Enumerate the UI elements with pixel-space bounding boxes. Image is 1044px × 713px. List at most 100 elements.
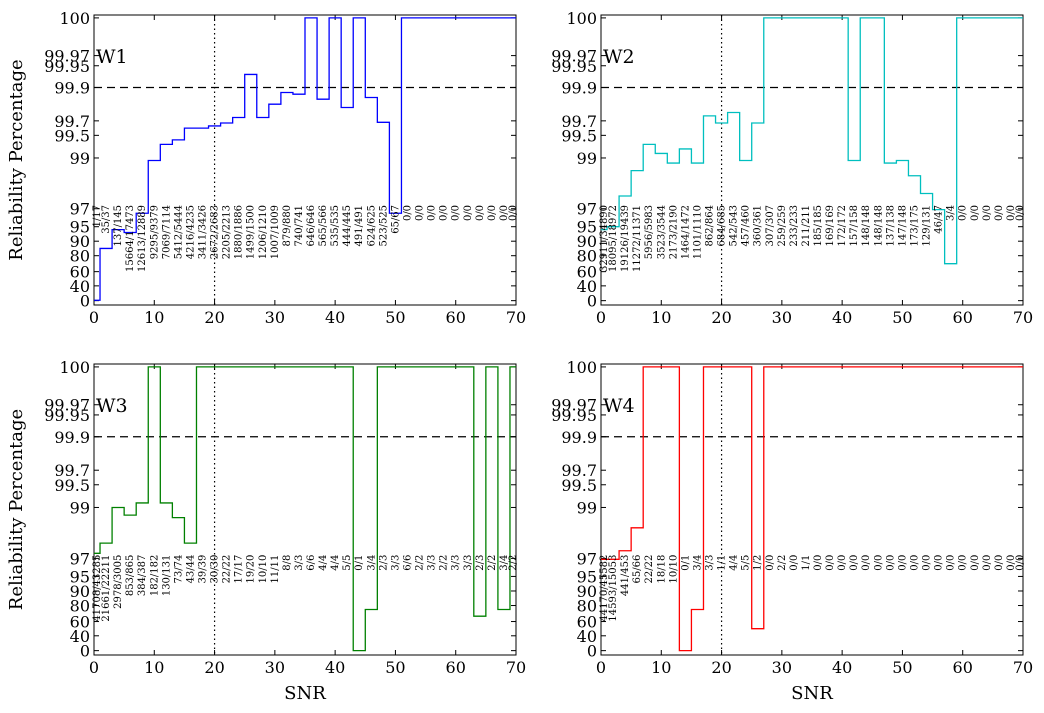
x-tick-label: 30 [265, 308, 285, 327]
x-tick-label: 50 [892, 658, 912, 677]
x-tick-label: 50 [892, 308, 912, 327]
bin-count-label: 853/865 [125, 555, 136, 597]
x-tick-label: 10 [144, 658, 164, 677]
bin-count-label: 0/0 [813, 555, 824, 571]
bin-count-label: 523/525 [378, 205, 389, 247]
bin-count-label: 2/3 [378, 555, 389, 571]
bin-count-label: 30/30 [210, 555, 221, 584]
bin-count-label: 3/3 [294, 555, 305, 571]
bin-count-label: 542/543 [729, 205, 740, 247]
y-tick-label: 99.7 [54, 461, 90, 480]
bin-count-label: 0/0 [958, 555, 969, 571]
y-tick-label: 40 [577, 277, 597, 296]
x-tick-label: 0 [89, 308, 99, 327]
bin-count-label: 0/0 [402, 205, 413, 221]
bin-count-label: 0/0 [994, 555, 1005, 571]
bin-count-label: 3/4 [499, 555, 510, 571]
bin-count-label: 879/880 [282, 205, 293, 247]
bin-count-label: 0/0 [970, 205, 981, 221]
bin-count-label: 148/148 [873, 205, 884, 247]
y-tick-label: 99.97 [551, 396, 597, 415]
x-tick-label: 70 [1013, 658, 1033, 677]
bin-count-label: 1/1 [801, 555, 812, 571]
bin-count-label: 5956/5983 [644, 205, 655, 259]
bin-count-label: 0/0 [765, 555, 776, 571]
bin-count-label: 6/6 [306, 555, 317, 571]
x-tick-label: 0 [89, 658, 99, 677]
bin-count-label: 129/131 [922, 205, 933, 247]
y-axis-label: Reliability Percentage [6, 59, 27, 260]
bin-count-label: 22/22 [644, 555, 655, 584]
bin-count-label: 1880/1886 [234, 205, 245, 259]
y-tick-label: 40 [577, 627, 597, 646]
y-tick-label: 99.95 [44, 406, 90, 425]
bin-count-label: 0/0 [463, 205, 474, 221]
bin-count-label: 35/37 [101, 205, 112, 234]
bin-count-label: 3523/3544 [656, 205, 667, 259]
y-tick-label: 0 [80, 642, 90, 661]
y-tick-label: 99.95 [551, 406, 597, 425]
bin-count-label: 137/145 [113, 205, 124, 247]
bin-count-label: 2/2 [439, 555, 450, 571]
y-tick-label: 97 [70, 200, 90, 219]
y-tick-label: 99.97 [44, 396, 90, 415]
y-tick-label: 97 [70, 549, 90, 568]
y-tick-label: 99 [70, 498, 90, 517]
bin-count-label: 19126/19439 [620, 205, 631, 272]
y-tick-label: 90 [70, 582, 90, 601]
bin-count-label: 148/148 [861, 205, 872, 247]
bin-count-label: 0/0 [885, 555, 896, 571]
y-tick-label: 0 [587, 642, 597, 661]
y-tick-label: 99.5 [561, 476, 597, 495]
y-tick-label: 99.9 [54, 79, 90, 98]
bin-count-label: 0/0 [499, 205, 510, 221]
bin-count-label: 4/4 [330, 555, 341, 571]
y-tick-label: 99.95 [44, 57, 90, 76]
bin-count-label: 2/2 [777, 555, 788, 571]
bin-count-label: 0/0 [982, 205, 993, 221]
bin-count-label: 3411/3426 [198, 205, 209, 259]
x-tick-label: 0 [596, 308, 606, 327]
y-tick-label: 99.9 [561, 428, 597, 447]
bin-count-label: 0/0 [946, 555, 957, 571]
bin-count-label: 2205/2213 [222, 205, 233, 259]
y-tick-label: 99.7 [54, 112, 90, 131]
y-tick-label: 0 [587, 292, 597, 311]
bin-count-label: 624/625 [366, 205, 377, 247]
bin-count-label: 0/0 [994, 205, 1005, 221]
y-tick-label: 99.5 [54, 126, 90, 145]
bin-count-label: 565/566 [318, 205, 329, 247]
y-tick-label: 100 [59, 9, 90, 28]
plot-frame-W1 [93, 14, 517, 306]
y-tick-label: 95 [70, 567, 90, 586]
bin-count-label: 2/2 [508, 555, 519, 571]
y-tick-label: 100 [59, 358, 90, 377]
bin-count-label: 740/741 [294, 205, 305, 247]
panel-label-W1: W1 [96, 46, 128, 68]
bin-count-label: 0/0 [861, 555, 872, 571]
bin-count-label: 7069/7114 [161, 205, 172, 259]
bin-count-label: 1464/1472 [680, 205, 691, 259]
y-tick-label: 99.9 [561, 79, 597, 98]
bin-count-label: 0/0 [1015, 205, 1026, 221]
bin-count-label: 14593/15053 [608, 555, 619, 622]
bin-count-label: 65/67 [390, 205, 401, 234]
bin-count-label: 211/211 [801, 205, 812, 247]
x-tick-label: 50 [385, 308, 405, 327]
plot-frame-W3 [93, 363, 517, 656]
bin-count-label: 233/233 [789, 205, 800, 247]
bin-count-label: 185/185 [813, 205, 824, 247]
bin-count-label: 1101/1110 [692, 205, 703, 259]
y-tick-label: 80 [70, 247, 90, 266]
bin-count-label: 19/20 [246, 555, 257, 584]
y-tick-label: 99 [577, 149, 597, 168]
bin-count-label: 1007/1009 [270, 205, 281, 259]
bin-count-label: 0/0 [825, 555, 836, 571]
bin-count-label: 491/491 [354, 205, 365, 247]
y-tick-label: 99.9 [54, 428, 90, 447]
bin-count-label: 6/6 [402, 555, 413, 571]
bin-count-label: 4/4 [729, 555, 740, 571]
bin-count-label: 0/0 [475, 205, 486, 221]
x-tick-label: 40 [832, 658, 852, 677]
bin-count-label: 384/387 [137, 555, 148, 597]
